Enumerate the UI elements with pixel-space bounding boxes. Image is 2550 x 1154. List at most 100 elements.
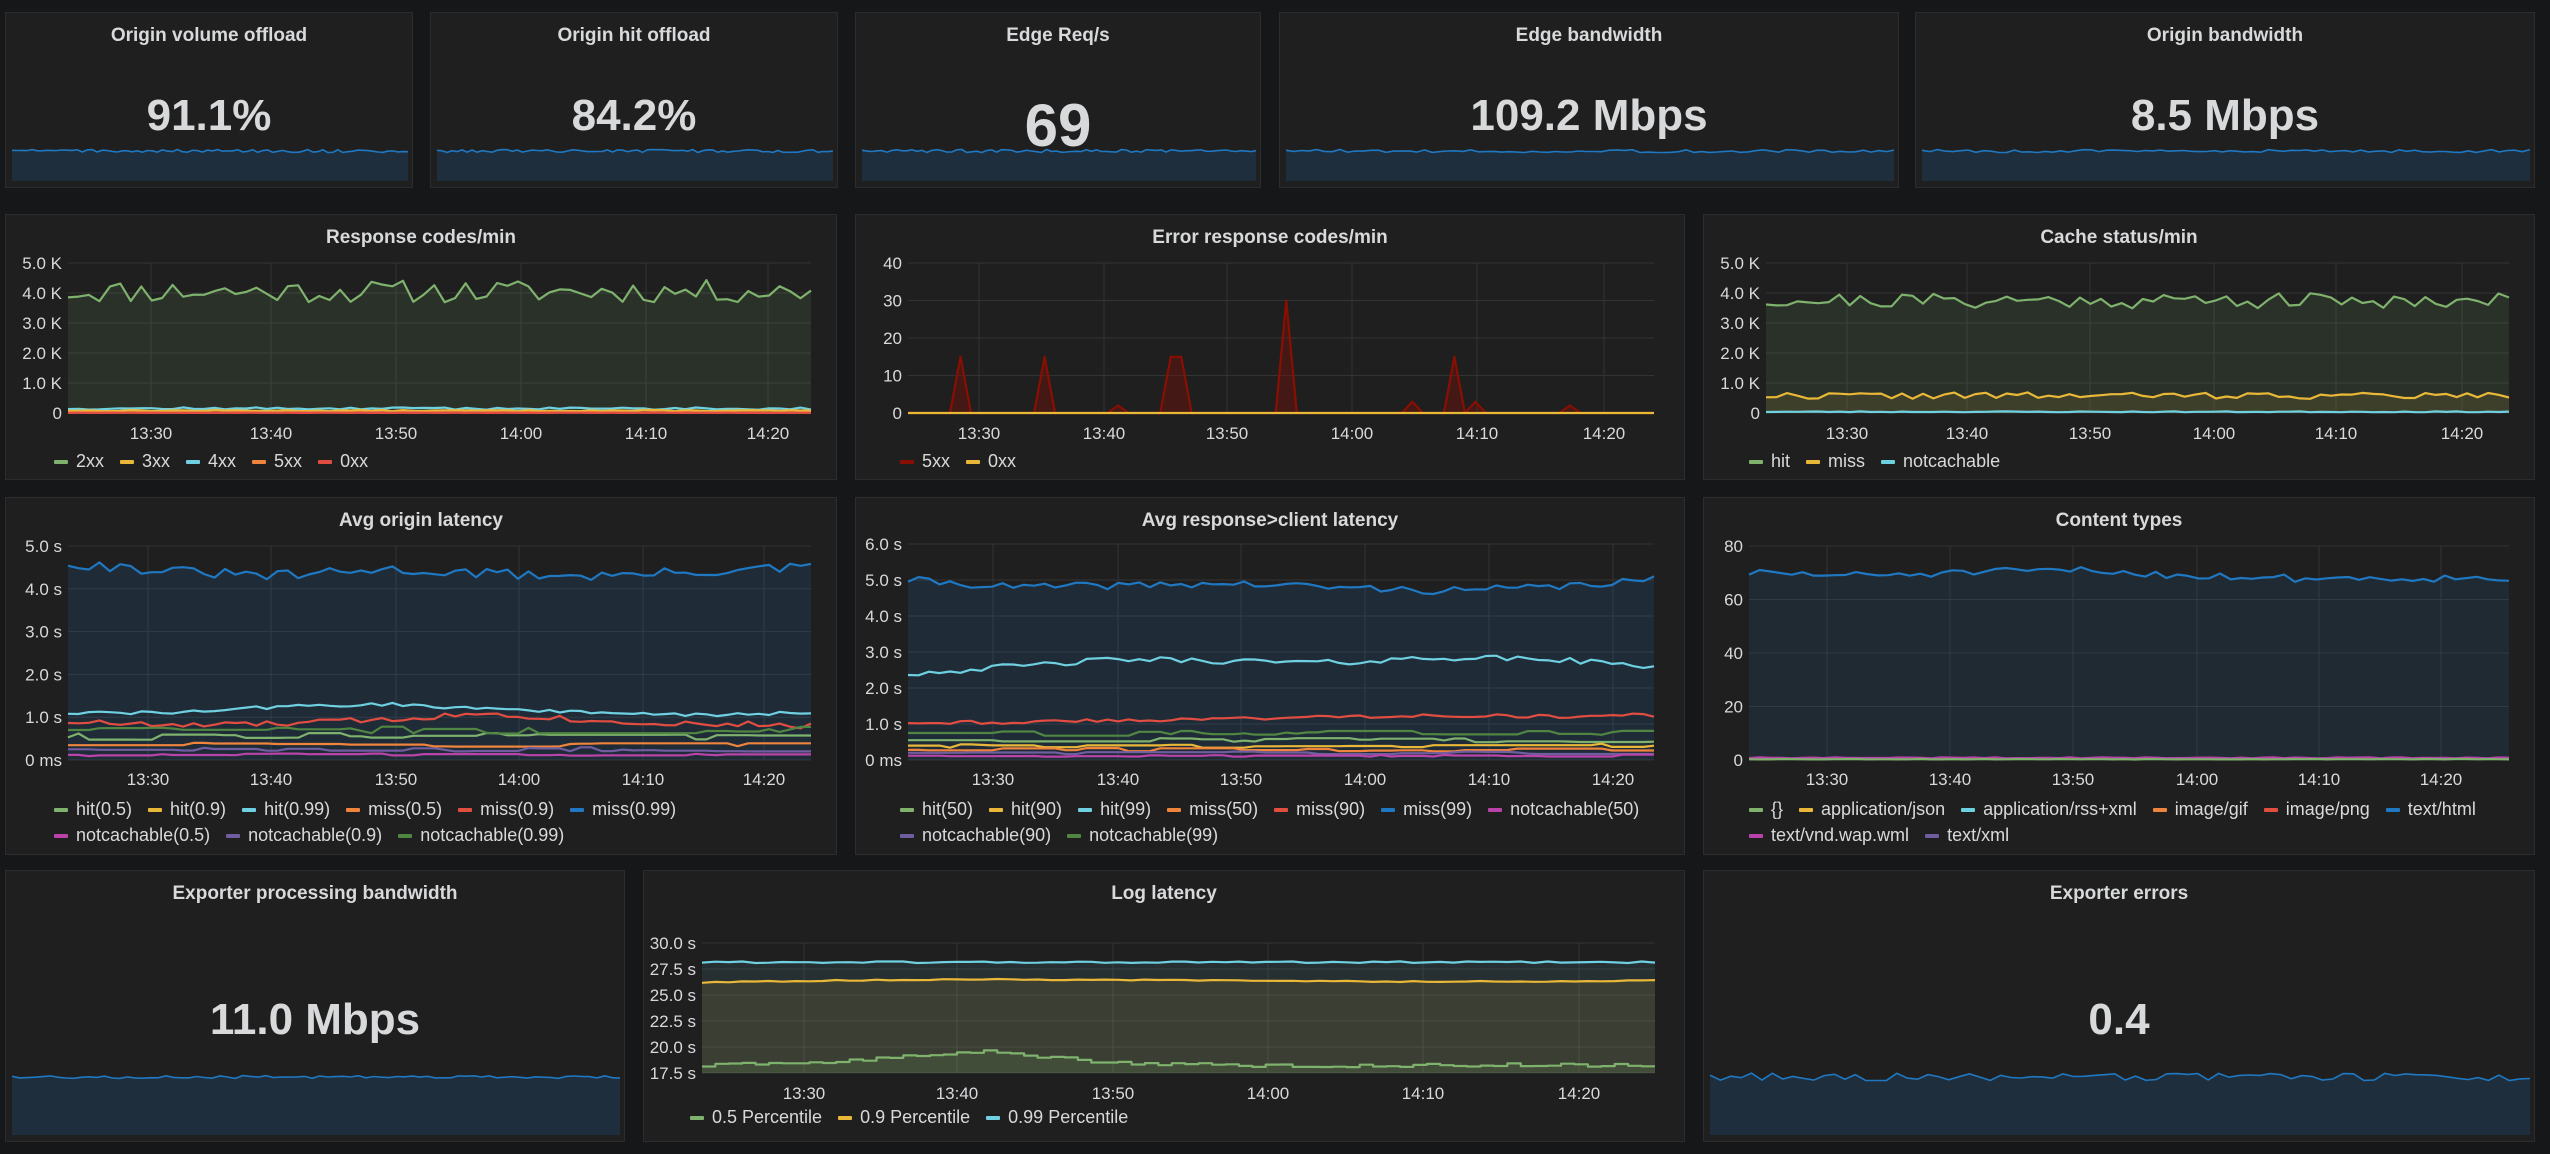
legend-item[interactable]: 0.99 Percentile	[986, 1104, 1128, 1130]
sparkline-fill	[1922, 149, 2530, 181]
legend-item[interactable]: hit(99)	[1078, 796, 1151, 822]
legend-item[interactable]: 0.9 Percentile	[838, 1104, 970, 1130]
panel-title[interactable]: Exporter errors	[2049, 883, 2189, 904]
content-types-graph[interactable]: 80 60 40 20 0 13:30 13:40 13:50 14:00 14:10 14:20	[1704, 498, 2535, 855]
legend-swatch	[226, 834, 241, 839]
legend-item[interactable]: notcachable(50)	[1488, 796, 1639, 822]
legend-item[interactable]: 5xx	[900, 448, 950, 474]
panel-title[interactable]: Error response codes/min	[1152, 227, 1388, 248]
legend-item[interactable]: notcachable(0.5)	[54, 822, 210, 848]
panel-title[interactable]: Origin bandwidth	[2146, 25, 2304, 46]
legend-item[interactable]: 0xx	[966, 448, 1016, 474]
legend-item[interactable]: hit(50)	[900, 796, 973, 822]
y-tick-label: 22.5 s	[650, 1012, 696, 1031]
legend-label: image/png	[2285, 799, 2370, 819]
legend-item[interactable]: 4xx	[186, 448, 236, 474]
panel-title[interactable]: Log latency	[1111, 883, 1217, 904]
legend-label: notcachable(0.5)	[76, 825, 211, 845]
legend-item[interactable]: miss(0.99)	[570, 796, 676, 822]
panel-title[interactable]: Origin volume offload	[110, 25, 308, 46]
legend-item[interactable]: image/png	[2263, 796, 2370, 822]
panel-title[interactable]: Edge bandwidth	[1515, 25, 1663, 46]
y-tick-label: 4.0 K	[22, 284, 62, 303]
panel-title[interactable]: Response codes/min	[325, 227, 517, 248]
legend-item[interactable]: {}	[1749, 796, 1783, 822]
panel-title[interactable]: Avg response>client latency	[1141, 510, 1399, 531]
legend-item[interactable]: notcachable	[1881, 448, 2000, 474]
legend-item[interactable]: 0.5 Percentile	[690, 1104, 822, 1130]
legend-swatch	[1881, 460, 1896, 465]
legend-item[interactable]: 5xx	[252, 448, 302, 474]
legend-label: hit(0.9)	[170, 799, 227, 819]
legend-item[interactable]: 2xx	[54, 448, 104, 474]
legend-swatch	[1925, 834, 1940, 839]
legend-item[interactable]: text/xml	[1925, 822, 2009, 848]
cache-status-graph[interactable]: 5.0 K 4.0 K 3.0 K 2.0 K 1.0 K 0 13:30 13:40 13:5…	[1704, 215, 2535, 480]
sparkline	[1285, 148, 1895, 181]
stat-value: 69	[1024, 92, 1092, 159]
legend-label: 0.99 Percentile	[1008, 1107, 1129, 1127]
legend-item[interactable]: notcachable(99)	[1067, 822, 1218, 848]
error-response-codes-graph[interactable]: 40 30 20 10 0 13:30 13:40 13:50 14:00 14:10 14:20	[856, 215, 1685, 480]
legend-swatch	[1067, 834, 1082, 839]
legend-label: miss(90)	[1296, 799, 1366, 819]
log-latency-graph[interactable]: 30.0 s 27.5 s 25.0 s 22.5 s 20.0 s 17.5 s 13:3…	[644, 871, 1685, 1142]
legend-swatch	[398, 834, 413, 839]
x-tick-label: 13:40	[1946, 424, 1989, 443]
legend-item[interactable]: notcachable(0.9)	[226, 822, 382, 848]
legend-item[interactable]: miss(0.9)	[458, 796, 554, 822]
x-tick-label: 13:50	[1220, 770, 1263, 789]
legend-item[interactable]: notcachable(90)	[900, 822, 1051, 848]
legend-item[interactable]: image/gif	[2152, 796, 2248, 822]
x-tick-label: 13:30	[783, 1084, 826, 1103]
legend-swatch	[2385, 808, 2400, 813]
panel-title[interactable]: Edge Req/s	[1006, 25, 1110, 46]
panel-title[interactable]: Exporter processing bandwidth	[172, 883, 458, 904]
legend-item[interactable]: 3xx	[120, 448, 170, 474]
x-tick-label: 14:20	[747, 424, 790, 443]
y-tick-label: 5.0 K	[1720, 254, 1760, 273]
legend-item[interactable]: miss	[1806, 448, 1865, 474]
legend-item[interactable]: hit	[1749, 448, 1790, 474]
legend-item[interactable]: notcachable(0.99)	[398, 822, 564, 848]
legend-item[interactable]: 0xx	[318, 448, 368, 474]
response-codes-graph[interactable]: 5.0 K 4.0 K 3.0 K 2.0 K 1.0 K 0 13:30 13:40 13:5…	[6, 215, 837, 480]
series-fill	[1766, 392, 2509, 413]
series-line	[1748, 566, 2510, 583]
x-tick-label: 13:50	[1092, 1084, 1135, 1103]
legend-item[interactable]: text/vnd.wap.wml	[1749, 822, 1909, 848]
legend-item[interactable]: text/html	[2385, 796, 2476, 822]
legend-item[interactable]: hit(0.99)	[242, 796, 330, 822]
legend-item[interactable]: miss(0.5)	[346, 796, 442, 822]
panel-title[interactable]: Avg origin latency	[339, 510, 503, 531]
avg-origin-latency-graph[interactable]: 5.0 s 4.0 s 3.0 s 2.0 s 1.0 s 0 ms 13:30 13:40 1…	[6, 498, 837, 855]
legend-item[interactable]: miss(50)	[1167, 796, 1258, 822]
legend-item[interactable]: miss(99)	[1381, 796, 1472, 822]
y-tick-label: 17.5 s	[650, 1064, 696, 1083]
y-tick-label: 6.0 s	[865, 535, 902, 554]
legend-swatch	[1749, 460, 1763, 465]
legend-item[interactable]: application/rss+xml	[1961, 796, 2137, 822]
panel-title[interactable]: Origin hit offload	[557, 25, 711, 46]
x-tick-label: 14:00	[2193, 424, 2236, 443]
sparkline-line	[1921, 148, 2531, 154]
avg-response-client-latency-graph[interactable]: 6.0 s 5.0 s 4.0 s 3.0 s 2.0 s 1.0 s 0 ms 13:30 1…	[856, 498, 1685, 855]
panel-title[interactable]: Content types	[2055, 510, 2183, 531]
x-tick-label: 14:00	[500, 424, 543, 443]
legend-item[interactable]: hit(0.5)	[54, 796, 132, 822]
x-tick-label: 13:30	[1826, 424, 1869, 443]
x-tick-label: 13:50	[375, 424, 418, 443]
stat-value: 0.4	[2088, 995, 2150, 1044]
sparkline-fill	[1710, 1073, 2530, 1135]
legend-item[interactable]: hit(0.9)	[148, 796, 226, 822]
sparkline	[1921, 148, 2531, 181]
legend-item[interactable]: hit(90)	[989, 796, 1062, 822]
series-line	[908, 737, 1655, 744]
x-tick-label: 14:10	[1456, 424, 1499, 443]
panel-title[interactable]: Cache status/min	[2040, 227, 2198, 248]
x-tick-label: 13:40	[250, 770, 293, 789]
legend-item[interactable]: miss(90)	[1274, 796, 1365, 822]
legend-item[interactable]: application/json	[1799, 796, 1945, 822]
series-line	[908, 747, 1654, 753]
legend-label: {}	[1771, 799, 1784, 819]
